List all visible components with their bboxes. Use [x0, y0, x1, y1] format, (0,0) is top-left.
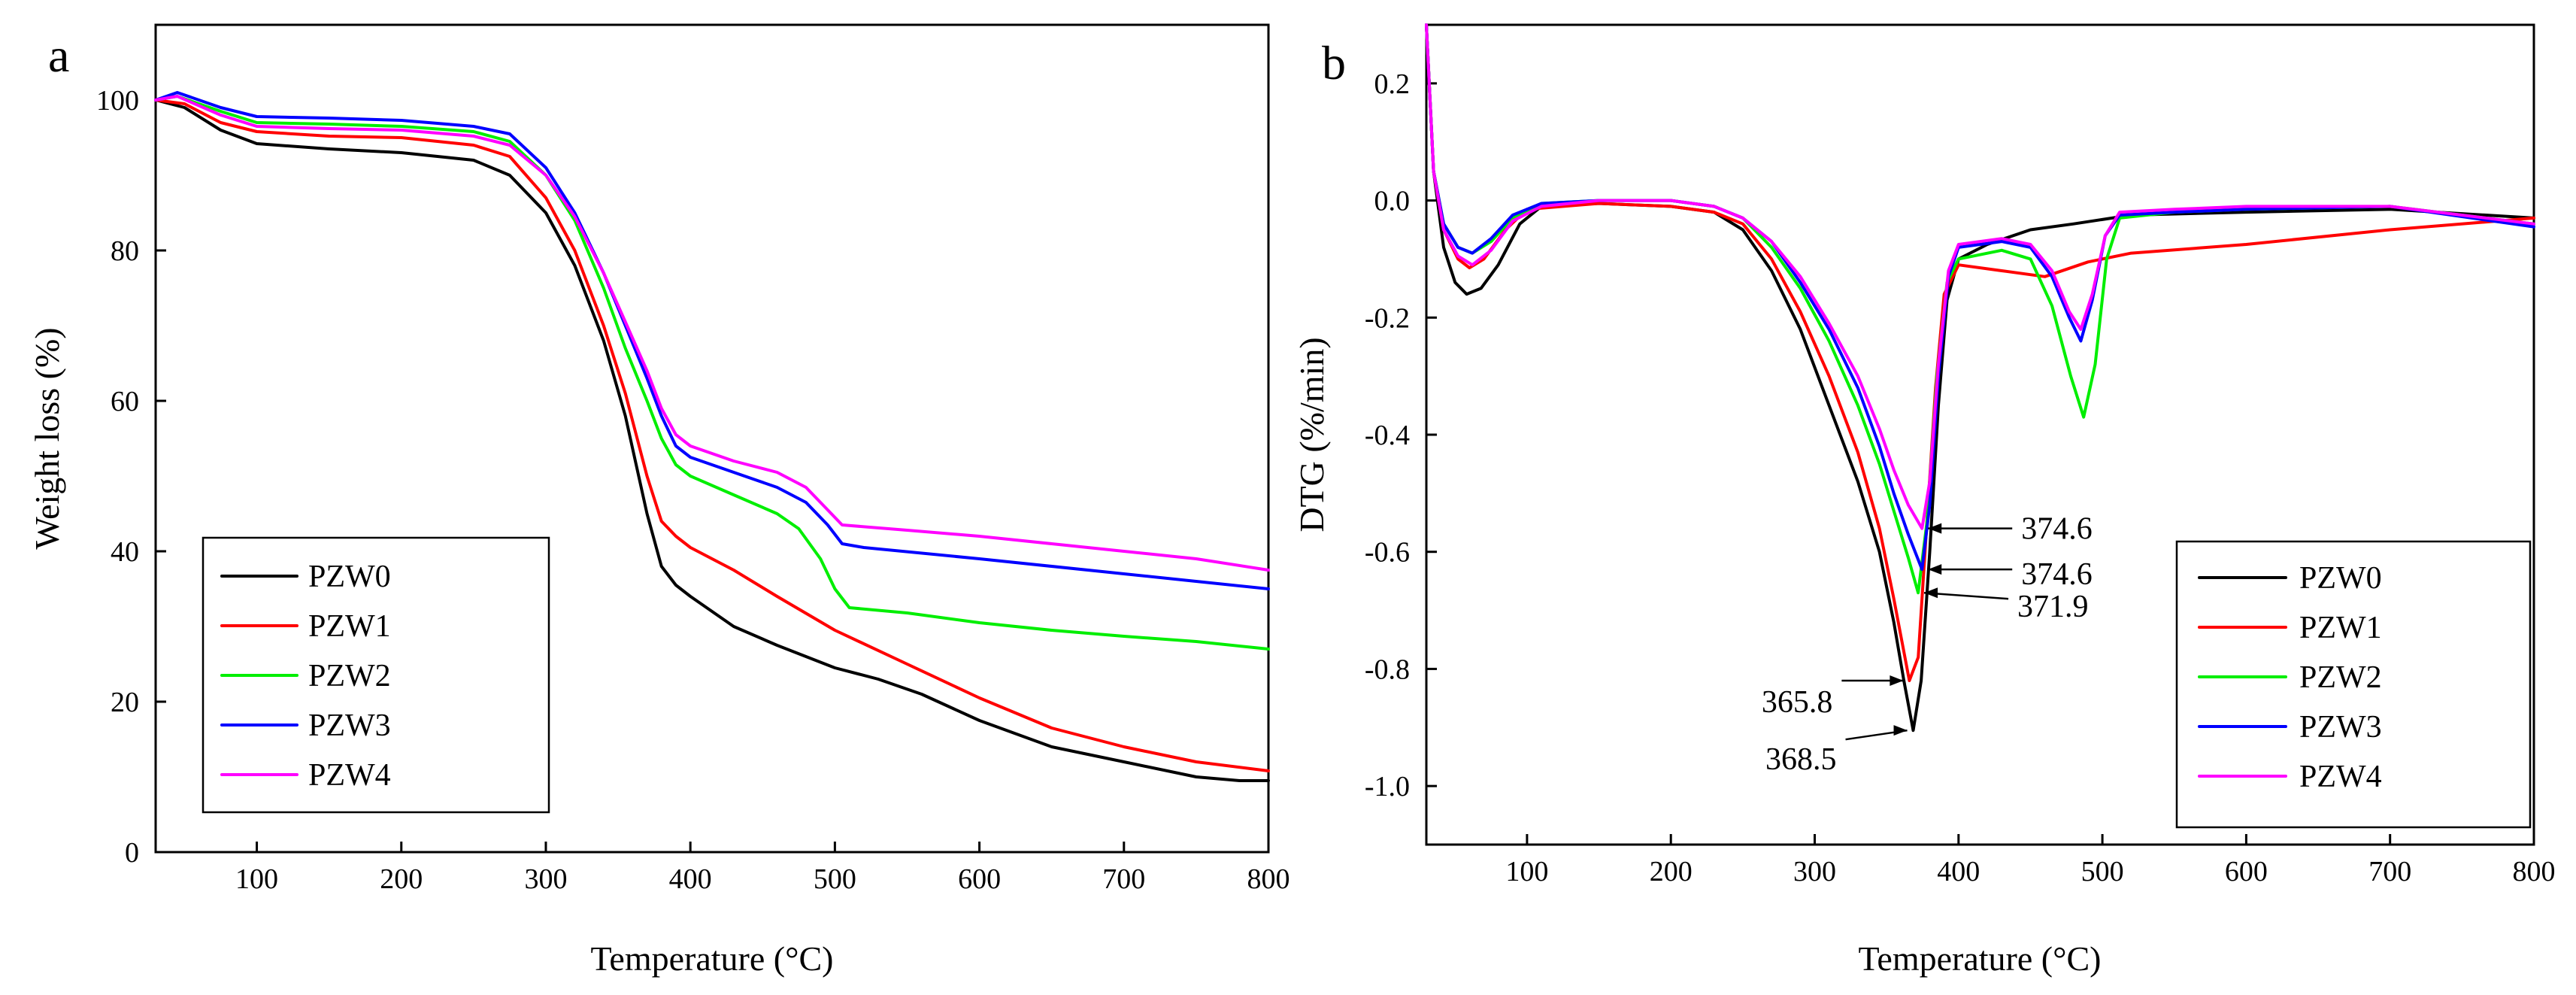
panel-a-y-tick-label: 80	[111, 235, 139, 267]
panel-a: 100 200 300 400 500 600 700 800 0 20 40 60 80 100 a T…	[28, 23, 1290, 978]
panel-b-legend-label-pzw2: PZW2	[2299, 660, 2382, 695]
panel-b-annotation-arrowhead	[1924, 587, 1938, 599]
panel-b-series-pzw2	[1425, 23, 2535, 595]
panel-a-legend-label-pzw2: PZW2	[308, 659, 391, 693]
panel-b-annotation-arrowhead	[1890, 675, 1904, 686]
panel-a-y-tick-label: 100	[96, 85, 139, 117]
panel-a-x-axis-title: Temperature (°C)	[591, 939, 834, 978]
panel-a-x-tick-label: 400	[669, 863, 712, 895]
panel-a-x-tick-label: 200	[380, 863, 423, 895]
panel-b-x-tick-label: 100	[1505, 856, 1548, 887]
panel-b-series-pzw3	[1425, 23, 2535, 572]
panel-b-annotation-label: 365.8	[1762, 685, 1833, 720]
panel-a-ticks: 100 200 300 400 500 600 700 800 0 20 40 60 80 100	[96, 85, 1290, 895]
panel-b-legend-label-pzw4: PZW4	[2299, 760, 2382, 794]
panel-b-letter: b	[1322, 36, 1346, 89]
panel-b-series-pzw0	[1425, 23, 2535, 733]
panel-a-series-pzw2	[154, 95, 1270, 651]
panel-a-x-tick-label: 700	[1102, 863, 1145, 895]
panel-b-y-axis-title: DTG (%/min)	[1293, 337, 1331, 532]
panel-b-series	[1425, 23, 2535, 733]
panel-b-annotation-arrowhead	[1893, 725, 1908, 736]
panel-a-x-tick-label: 800	[1247, 863, 1290, 895]
panel-b-annotation-arrowhead	[1928, 564, 1942, 575]
panel-b-y-tick-label: 0.2	[1374, 68, 1411, 100]
panel-b-legend-label-pzw1: PZW1	[2299, 611, 2382, 645]
panel-a-series-pzw0	[154, 99, 1270, 782]
panel-a-legend-label-pzw3: PZW3	[308, 708, 391, 743]
panel-b-y-tick-label: -0.8	[1365, 654, 1410, 685]
panel-b-annotation-label: 374.6	[2021, 512, 2093, 547]
panel-b-x-tick-label: 400	[1937, 856, 1980, 887]
panel-b-annotation-label: 371.9	[2017, 590, 2089, 624]
panel-b-annotation-label: 374.6	[2021, 557, 2093, 592]
panel-b-annotation-arrow	[1923, 591, 2009, 600]
panel-a-y-axis-title: Weight loss (%)	[28, 327, 66, 549]
panel-a-x-tick-label: 600	[958, 863, 1001, 895]
panel-a-x-tick-label: 100	[235, 863, 278, 895]
panel-b-legend-label-pzw0: PZW0	[2299, 561, 2382, 596]
panel-b: 100 200 300 400 500 600 700 800 -1.0 -0.8 -0.6 -0.4…	[1293, 23, 2556, 978]
panel-b-annotation-label: 368.5	[1765, 742, 1837, 777]
panel-b-x-tick-label: 300	[1793, 856, 1836, 887]
panel-b-ticks: 100 200 300 400 500 600 700 800 -1.0 -0.8 -0.6 -0.4…	[1365, 68, 2556, 887]
panel-b-x-tick-label: 200	[1650, 856, 1693, 887]
panel-a-x-tick-label: 500	[814, 863, 856, 895]
panel-a-legend-label-pzw1: PZW1	[308, 609, 391, 644]
panel-b-x-tick-label: 600	[2225, 856, 2268, 887]
panel-a-legend-label-pzw0: PZW0	[308, 560, 391, 594]
panel-a-series-pzw4	[154, 95, 1270, 572]
panel-b-y-tick-label: -0.6	[1365, 537, 1410, 569]
panel-b-legend-label-pzw3: PZW3	[2299, 710, 2382, 745]
panel-b-legend-box	[2175, 540, 2532, 829]
panel-a-y-tick-label: 40	[111, 536, 139, 568]
panel-b-annotation-arrowhead	[1928, 523, 1942, 534]
panel-a-y-tick-label: 0	[125, 837, 139, 869]
panel-b-y-tick-label: -0.2	[1365, 302, 1410, 334]
panel-a-x-tick-label: 300	[524, 863, 567, 895]
panel-a-y-tick-label: 60	[111, 386, 139, 417]
panel-a-y-tick-label: 20	[111, 687, 139, 718]
panel-a-plot-frame	[154, 23, 1270, 854]
panel-b-y-tick-label: 0.0	[1374, 186, 1411, 217]
panel-b-x-tick-label: 800	[2513, 856, 2556, 887]
panel-b-x-tick-label: 700	[2368, 856, 2411, 887]
panel-b-series-pzw1	[1425, 23, 2535, 682]
panel-a-series-pzw3	[154, 91, 1270, 590]
panel-a-legend: PZW0 PZW1 PZW2 PZW3 PZW4	[202, 536, 550, 814]
panel-b-legend: PZW0 PZW1 PZW2 PZW3 PZW4	[2175, 540, 2532, 829]
panel-a-legend-label-pzw4: PZW4	[308, 758, 391, 793]
panel-b-x-tick-label: 500	[2081, 856, 2124, 887]
panel-a-series	[154, 91, 1270, 782]
panel-a-letter: a	[48, 29, 69, 82]
panel-b-series-pzw4	[1425, 23, 2535, 530]
panel-b-y-tick-label: -0.4	[1365, 420, 1410, 451]
panel-a-series-pzw1	[154, 99, 1270, 772]
panel-b-x-axis-title: Temperature (°C)	[1859, 939, 2102, 978]
panel-b-y-tick-label: -1.0	[1365, 771, 1410, 802]
